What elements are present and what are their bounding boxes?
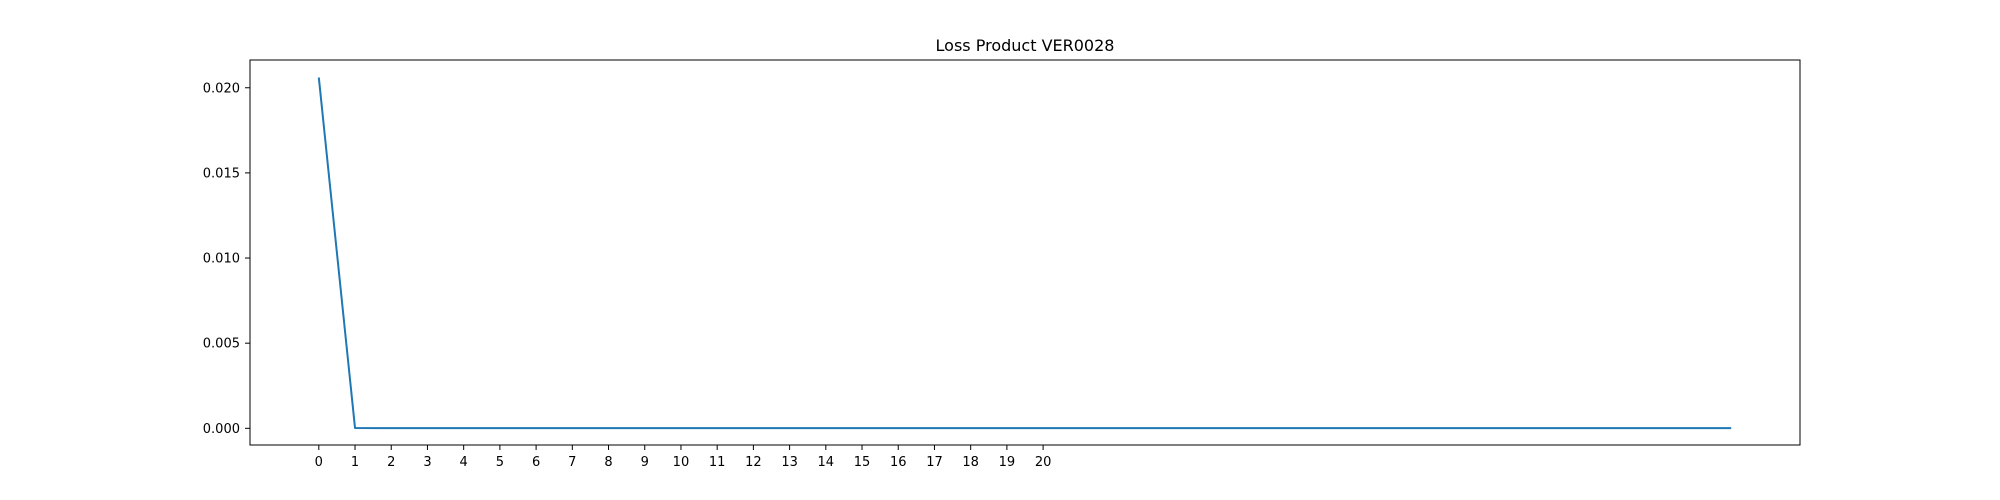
y-axis: 0.000 0.005 0.010 0.015 0.020 (203, 81, 250, 437)
x-tick-label: 5 (496, 455, 504, 470)
x-tick-label: 18 (962, 455, 979, 470)
x-tick-label: 8 (604, 455, 612, 470)
x-tick-label: 9 (641, 455, 649, 470)
x-tick-label: 4 (460, 455, 468, 470)
x-tick-label: 17 (926, 455, 943, 470)
x-tick-label: 12 (745, 455, 762, 470)
y-tick-label: 0.000 (203, 422, 240, 437)
x-tick-label: 20 (1035, 455, 1052, 470)
y-tick-label: 0.015 (203, 166, 240, 181)
series-layer (317, 77, 1732, 430)
plot-area (249, 59, 1801, 446)
series-line (317, 77, 1732, 430)
x-tick-label: 19 (999, 455, 1016, 470)
x-tick-label: 2 (387, 455, 395, 470)
x-tick-label: 10 (673, 455, 690, 470)
x-tick-label: 15 (854, 455, 871, 470)
x-tick-label: 14 (818, 455, 835, 470)
x-tick-label: 11 (709, 455, 726, 470)
y-tick-label: 0.020 (203, 81, 240, 96)
x-tick-label: 16 (890, 455, 907, 470)
x-tick-label: 6 (532, 455, 540, 470)
x-axis: 0 1 2 3 4 5 6 7 8 9 10 11 12 13 14 15 16 17 18 19 20 (315, 445, 1052, 470)
x-tick-label: 0 (315, 455, 323, 470)
x-tick-label: 3 (423, 455, 431, 470)
x-tick-label: 1 (351, 455, 359, 470)
chart-title: Loss Product VER0028 (936, 36, 1115, 55)
y-tick-label: 0.010 (203, 252, 240, 267)
x-tick-label: 13 (781, 455, 798, 470)
y-tick-label: 0.005 (203, 337, 240, 352)
x-tick-label: 7 (568, 455, 576, 470)
